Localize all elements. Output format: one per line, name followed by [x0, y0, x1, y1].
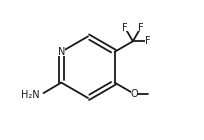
- FancyBboxPatch shape: [131, 90, 137, 97]
- Text: F: F: [145, 36, 151, 46]
- FancyBboxPatch shape: [58, 48, 65, 56]
- Text: N: N: [58, 47, 65, 57]
- FancyBboxPatch shape: [122, 24, 128, 32]
- FancyBboxPatch shape: [145, 38, 151, 45]
- Text: O: O: [130, 89, 138, 99]
- Text: F: F: [122, 23, 128, 33]
- FancyBboxPatch shape: [138, 24, 143, 32]
- Text: H₂N: H₂N: [21, 89, 40, 100]
- Text: F: F: [138, 23, 143, 33]
